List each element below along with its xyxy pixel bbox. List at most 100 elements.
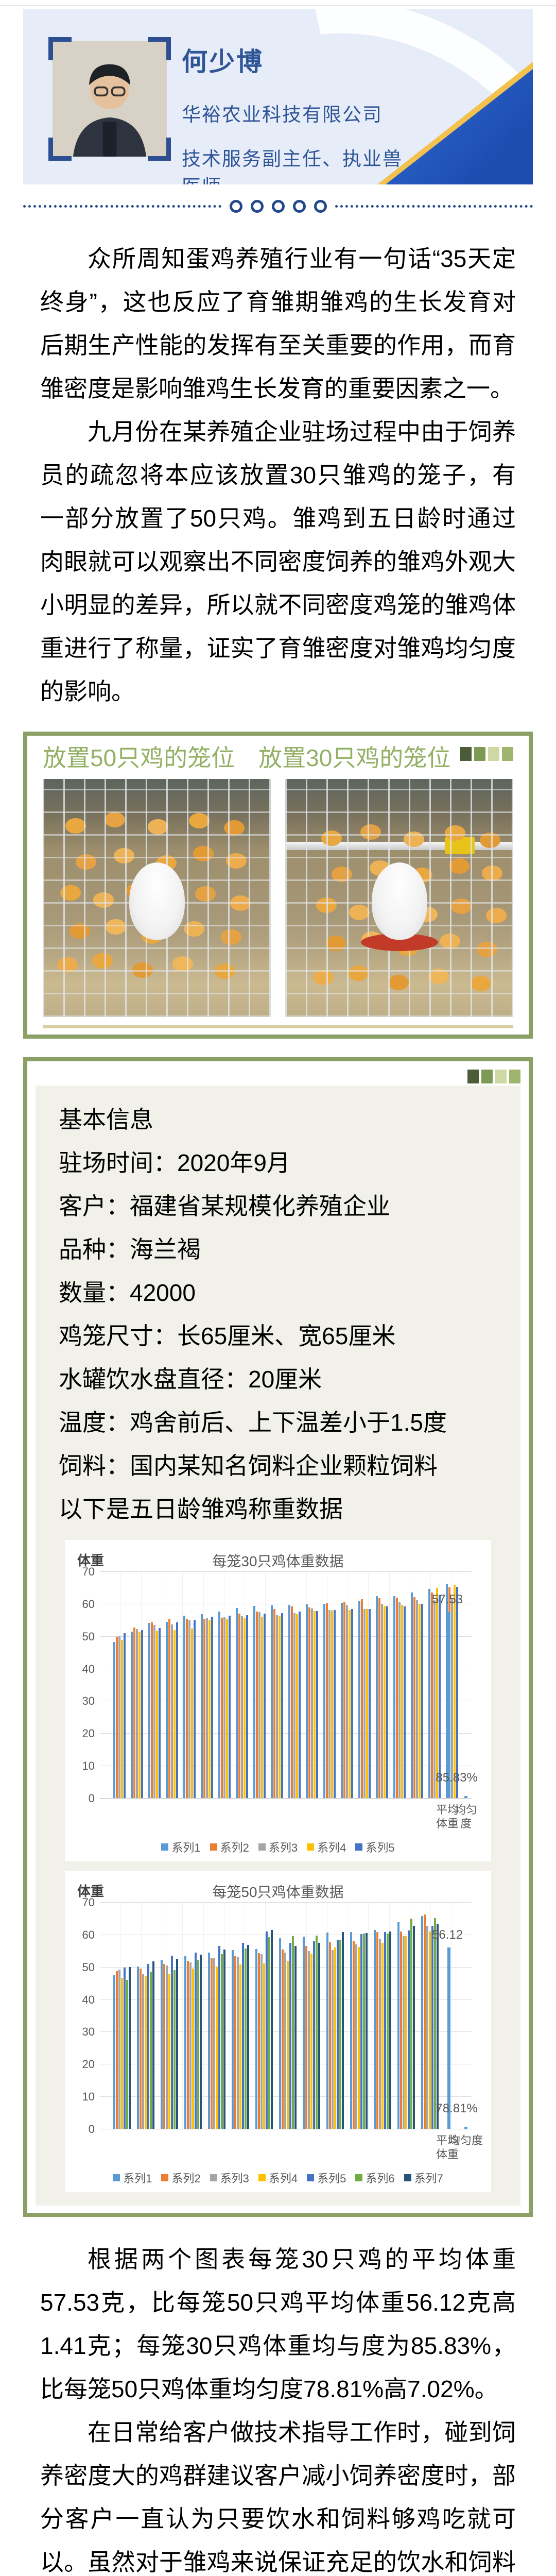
chart-y-axis-label: 体重	[77, 1553, 105, 1568]
bar	[133, 1628, 135, 1799]
bar	[396, 1598, 398, 1799]
author-company: 华裕农业科技有限公司	[182, 104, 383, 125]
bar	[296, 1614, 298, 1799]
bar	[436, 1587, 438, 1799]
waterer-jar	[371, 862, 427, 940]
chart-y-tick: 30	[82, 2025, 95, 2039]
x-label-uniformity: 均匀 度	[455, 1803, 478, 1830]
x-label-uniformity: 均匀度	[449, 2134, 483, 2147]
bar	[206, 1618, 208, 1799]
bar	[145, 1976, 147, 2129]
bar	[239, 1964, 241, 2129]
bar	[223, 1949, 225, 2129]
bar	[232, 1950, 234, 2129]
bar	[287, 1960, 289, 2129]
legend-swatch	[355, 2174, 363, 2181]
bar	[397, 1922, 399, 2129]
bar	[419, 1604, 421, 1799]
bar-group	[428, 1587, 441, 1799]
bar	[456, 1586, 458, 1799]
bar	[410, 1918, 412, 2129]
bar	[253, 1606, 255, 1799]
legend-item: 系列3	[258, 1839, 298, 1855]
legend-label: 系列5	[366, 1841, 395, 1854]
bar-group	[255, 1929, 273, 2129]
bar	[401, 1605, 403, 1799]
chart-plot-area: 0 10 20 30 40 50 60 70 56.12 78.81%	[82, 1896, 478, 2136]
basic-info-line: 驻场时间：2020年9月	[59, 1149, 290, 1176]
bar	[184, 1956, 186, 2129]
bar	[187, 1960, 189, 2129]
bar	[166, 1622, 168, 1799]
bar	[313, 1941, 315, 2129]
bar	[404, 1606, 406, 1799]
bar	[118, 1970, 120, 2129]
divider-circles	[229, 199, 327, 213]
legend-swatch	[210, 2174, 217, 2181]
bar-group	[137, 1961, 154, 2129]
bar	[384, 1606, 386, 1799]
chart-x-labels: 平均 体重 均匀 度	[100, 1803, 477, 1835]
chart-y-tick: 60	[82, 1597, 95, 1611]
chart-y-tick: 10	[82, 2090, 95, 2104]
basic-info-line: 数量：42000	[59, 1279, 196, 1306]
legend-swatch	[210, 1843, 217, 1851]
bar-group	[341, 1602, 353, 1799]
paragraph-intro: 众所周知蛋鸡养殖行业有一句话“35天定终身”，这也反应了育雏期雏鸡的生长发育对后…	[40, 245, 516, 402]
decor-square	[509, 1070, 520, 1083]
chart-y-tick: 0	[88, 1792, 95, 1805]
decor-square	[488, 747, 499, 761]
bar	[323, 1603, 325, 1799]
chart-vertical-gridline	[120, 1903, 121, 2129]
chart-y-tick: 70	[82, 1565, 95, 1578]
bar	[256, 1611, 258, 1799]
bar	[118, 1636, 120, 1799]
bar	[413, 1597, 415, 1799]
basic-info-lines: 基本信息 驻场时间：2020年9月 客户：福建省某规模化养殖企业 品种：海兰褐 数量：4…	[59, 1098, 497, 1531]
author-job-title: 技术服务副主任、执业兽医师	[182, 148, 403, 184]
bar	[437, 1924, 439, 2129]
bar	[366, 1608, 368, 1799]
bar	[238, 1614, 240, 1799]
bar-group	[411, 1592, 423, 1799]
legend-swatch	[258, 2174, 266, 2181]
bar	[216, 1966, 218, 2129]
bar	[276, 1615, 278, 1799]
legend-swatch	[307, 1843, 315, 1851]
legend-item: 系列2	[161, 2170, 201, 2186]
bar	[355, 1944, 357, 2129]
bar	[378, 1598, 380, 1799]
bar	[379, 1938, 381, 2129]
bar	[258, 1953, 260, 2129]
bar	[405, 1936, 407, 2129]
bar	[226, 1619, 228, 1799]
circle-icon	[229, 199, 242, 213]
bar	[113, 1975, 115, 2129]
circle-icon	[292, 199, 306, 213]
legend-label: 系列7	[414, 2172, 443, 2185]
bar	[211, 1616, 213, 1799]
bar	[334, 1947, 336, 2129]
chart-y-tick: 40	[82, 1662, 95, 1675]
bar	[282, 1950, 284, 2129]
chart-vertical-gridline	[389, 1572, 390, 1799]
average-weight-bar	[447, 1947, 451, 2129]
chart-gridline: 70	[82, 1896, 472, 1909]
bar	[398, 1601, 401, 1799]
bar	[421, 1916, 423, 2129]
uniformity-bar	[464, 1795, 467, 1799]
bar	[369, 1608, 371, 1799]
bar	[271, 1605, 273, 1799]
bar	[129, 1967, 131, 2129]
bar	[434, 1918, 436, 2129]
legend-item: 系列6	[355, 2170, 395, 2186]
chart-x-axis	[100, 1798, 472, 1799]
chart-vertical-gridline	[182, 1903, 183, 2129]
bar	[191, 1629, 193, 1799]
bar	[291, 1606, 293, 1799]
bar	[299, 1611, 301, 1799]
legend-swatch	[404, 2174, 411, 2181]
bar	[343, 1602, 345, 1799]
bar	[273, 1608, 275, 1799]
basic-info-line: 客户：福建省某规模化养殖企业	[59, 1193, 390, 1219]
